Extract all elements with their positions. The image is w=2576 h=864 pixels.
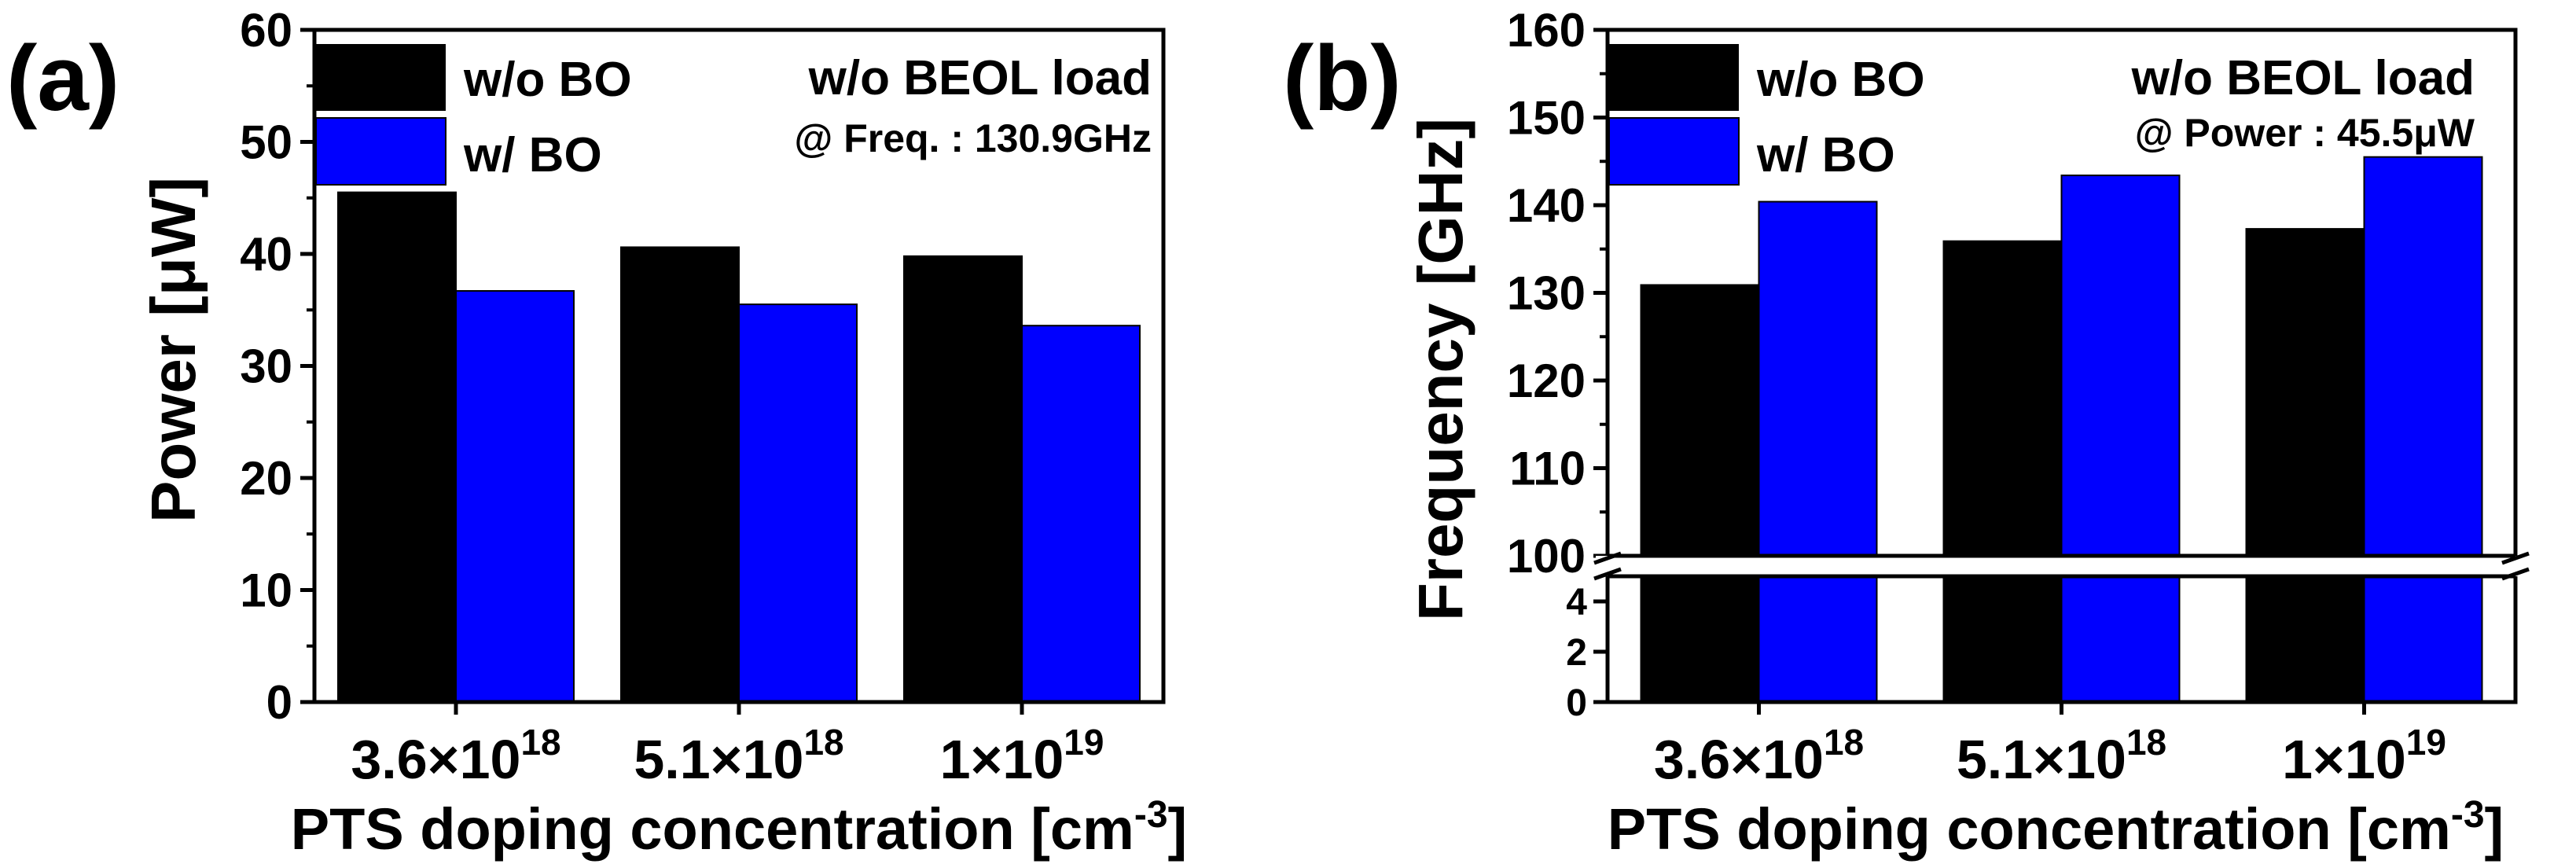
x-tick-label-1: 3.6×1018 [351, 722, 560, 790]
legend-label-with-bo: w/ BO [1756, 128, 1895, 182]
panel-a: (a) Power [μW] 0 10 20 30 40 50 60 w/o BO w/ B… [6, 4, 1187, 862]
panel-a-bars [337, 191, 1141, 704]
legend-swatch-with-bo [1608, 117, 1740, 186]
axis-break-mark-left-1 [1593, 551, 1622, 565]
x-tick-label-3: 1×1019 [940, 722, 1104, 790]
legend-label-without-bo: w/o BO [463, 53, 632, 107]
y-tick-label: 130 [1507, 267, 1586, 320]
y-tick-label: 40 [240, 228, 292, 281]
legend-swatch-without-bo [316, 44, 446, 111]
y-tick-label: 0 [266, 676, 292, 729]
panel-b-legend: w/o BO w/ BO [1608, 44, 1925, 186]
bar-with-bo-2 [738, 303, 858, 703]
y-tick-label: 50 [240, 116, 292, 169]
y-tick-label: 10 [240, 564, 292, 617]
legend-swatch-with-bo [315, 117, 446, 186]
panel-b-ylabel: Frequency [GHz] [1406, 118, 1475, 621]
bar-with-bo-1 [1758, 200, 1878, 704]
bar-without-bo-1 [337, 191, 457, 703]
panel-a-annotation-condition: @ Freq. : 130.9GHz [795, 116, 1152, 160]
bar-without-bo-2 [1942, 240, 2063, 703]
panel-b-label: (b) [1283, 27, 1402, 131]
panel-b-annotation-condition: @ Power : 45.5μW [2135, 111, 2475, 155]
panel-b-annotation-beol: w/o BEOL load [2131, 51, 2475, 105]
x-tick-label-2: 5.1×1018 [634, 722, 843, 790]
legend-swatch-without-bo [1609, 44, 1739, 111]
panel-a-legend: w/o BO w/ BO [315, 44, 632, 186]
bar-without-bo-2 [620, 246, 740, 703]
x-tick-label-3: 1×1019 [2282, 722, 2446, 790]
x-tick-label-1: 3.6×1018 [1654, 722, 1864, 790]
legend-label-without-bo: w/o BO [1756, 53, 1925, 107]
panel-b-bars [1640, 156, 2483, 704]
y-tick-label: 4 [1566, 582, 1587, 623]
axis-break-gap [1596, 556, 2531, 576]
bar-with-bo-3 [1021, 325, 1141, 703]
y-tick-label: 30 [240, 340, 292, 393]
y-tick-label: 160 [1507, 4, 1586, 57]
y-tick-label: 20 [240, 452, 292, 505]
panel-a-label: (a) [6, 27, 119, 131]
bar-without-bo-3 [2245, 228, 2365, 704]
x-tick-label-2: 5.1×1018 [1957, 722, 2166, 790]
axis-break-mark-left-2 [1593, 567, 1622, 581]
panel-a-x-tick-labels: 3.6×1018 5.1×1018 1×1019 [351, 702, 1104, 790]
panel-b-axis-break [1593, 551, 2531, 581]
panel-a-ylabel: Power [μW] [138, 177, 208, 523]
y-tick-label: 140 [1507, 179, 1586, 232]
y-tick-label: 150 [1507, 92, 1586, 145]
legend-label-with-bo: w/ BO [463, 128, 602, 182]
axis-break-mark-right-2 [2501, 567, 2530, 581]
y-tick-label: 110 [1509, 443, 1586, 495]
panel-a-annotation-beol: w/o BEOL load [808, 51, 1152, 105]
y-tick-label: 120 [1507, 355, 1586, 407]
panel-b-xlabel: PTS doping concentration [cm-3] [1608, 794, 2504, 862]
y-tick-label: 2 [1566, 632, 1587, 674]
y-tick-label: 60 [240, 4, 292, 57]
axis-break-mark-right-1 [2501, 551, 2530, 565]
bar-without-bo-3 [903, 255, 1023, 704]
y-tick-label: 100 [1507, 530, 1586, 583]
panel-a-y-ticks: 0 10 20 30 40 50 60 [240, 4, 314, 729]
bar-with-bo-3 [2363, 156, 2483, 704]
panel-b-x-tick-labels: 3.6×1018 5.1×1018 1×1019 [1654, 702, 2446, 790]
bar-without-bo-1 [1640, 284, 1760, 703]
panel-a-xlabel: PTS doping concentration [cm-3] [291, 794, 1187, 862]
bar-with-bo-1 [455, 290, 575, 703]
bar-with-bo-2 [2060, 175, 2181, 703]
y-tick-label: 0 [1566, 682, 1587, 724]
